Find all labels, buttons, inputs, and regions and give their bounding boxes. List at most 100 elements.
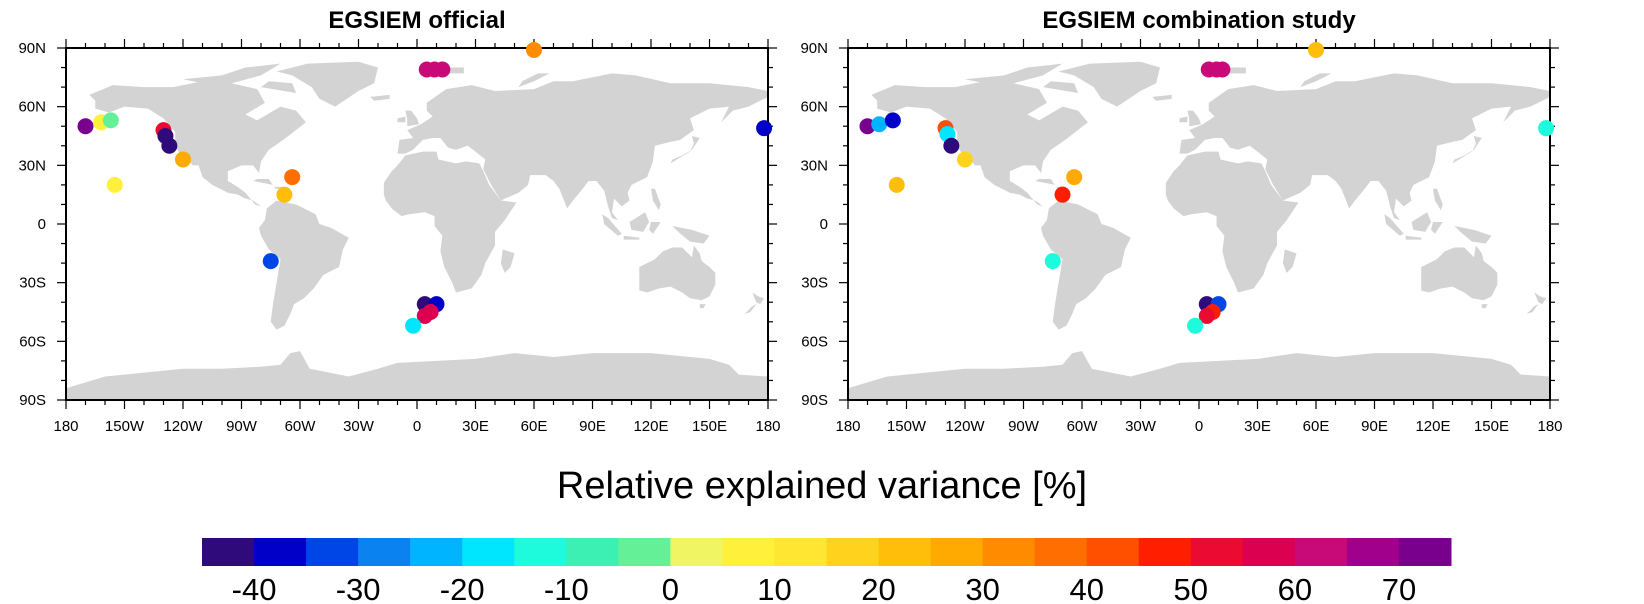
colorbar-swatches [202, 538, 1452, 566]
y-tick-label: 60N [18, 99, 46, 116]
x-tick-label: 60E [521, 418, 548, 435]
y-tick-label: 90S [19, 392, 46, 409]
x-tick-label: 90E [579, 418, 606, 435]
y-tick-label: 0 [38, 216, 46, 233]
colorbar-swatch [1190, 538, 1244, 566]
station-point [77, 118, 94, 135]
colorbar-swatch [1346, 538, 1400, 566]
station-point [957, 151, 973, 168]
y-tick-label: 90N [18, 40, 46, 57]
station-point [276, 186, 293, 203]
colorbar-swatch [306, 538, 359, 566]
map-panel-2: EGSIEM combination study 180 150W 120W 90W 60… [800, 7, 1562, 435]
station-point [1538, 120, 1555, 137]
x-tick-label: 90W [1008, 418, 1040, 435]
station-point [1066, 169, 1083, 186]
colorbar-label: 60 [1278, 572, 1312, 604]
station-point [1214, 61, 1231, 78]
y-tick-label: 30S [801, 275, 828, 292]
station-point [434, 61, 451, 78]
x-tick-label: 180 [53, 418, 78, 435]
colorbar-swatch [462, 538, 515, 566]
colorbar: Relative explained variance [%] -40 -30 -2… [202, 465, 1452, 604]
colorbar-swatch [930, 538, 984, 566]
station-point [1054, 186, 1071, 203]
y-tick-label: 60S [19, 333, 46, 350]
x-tick-label: 60W [1067, 418, 1099, 435]
landmass [848, 61, 1550, 400]
station-point [1187, 317, 1204, 334]
y-tick-label: 90N [800, 40, 828, 57]
colorbar-swatch [878, 538, 932, 566]
tick-marks [57, 39, 777, 409]
x-tick-label: 90W [226, 418, 258, 435]
x-tick-label: 0 [413, 418, 421, 435]
colorbar-swatch [254, 538, 307, 566]
data-points [77, 41, 773, 334]
colorbar-swatch [618, 538, 671, 566]
station-point [284, 169, 301, 186]
station-point [175, 151, 191, 168]
x-tick-label: 90E [1361, 418, 1388, 435]
station-point [884, 112, 901, 129]
x-tick-label: 120W [163, 418, 203, 435]
x-tick-label: 150E [692, 418, 727, 435]
colorbar-label: 20 [861, 572, 895, 604]
station-point [106, 176, 123, 193]
x-tick-label: 30E [1244, 418, 1271, 435]
colorbar-swatch [1138, 538, 1192, 566]
x-tick-label: 150W [105, 418, 145, 435]
y-tick-label: 60S [801, 333, 828, 350]
x-tick-label: 120W [945, 418, 985, 435]
colorbar-label: 10 [757, 572, 791, 604]
x-tick-label: 120E [633, 418, 668, 435]
y-tick-label: 60N [800, 99, 828, 116]
panel-title: EGSIEM official [328, 7, 505, 34]
panel-title: EGSIEM combination study [1042, 7, 1356, 34]
x-tick-label: 180 [755, 418, 780, 435]
colorbar-label: 0 [662, 572, 679, 604]
map-panels: EGSIEM official 180 150W 120W 90W 60W 30W 0 30E 6… [18, 7, 1562, 435]
y-tick-label: 0 [820, 216, 828, 233]
colorbar-swatch [1242, 538, 1296, 566]
station-point [1308, 41, 1324, 58]
colorbar-swatch [826, 538, 880, 566]
station-point [161, 137, 178, 154]
x-tick-label: 60E [1303, 418, 1330, 435]
colorbar-title: Relative explained variance [%] [557, 465, 1087, 507]
station-point [888, 176, 905, 193]
x-tick-label: 180 [1537, 418, 1562, 435]
data-points [859, 41, 1555, 334]
colorbar-swatch [202, 538, 255, 566]
colorbar-swatch [1294, 538, 1348, 566]
colorbar-swatch [982, 538, 1036, 566]
colorbar-swatch [1086, 538, 1140, 566]
landmass [66, 61, 768, 400]
x-tick-label: 30W [343, 418, 375, 435]
station-point [526, 41, 542, 58]
station-point [756, 120, 773, 137]
colorbar-swatch [410, 538, 463, 566]
colorbar-swatch [514, 538, 567, 566]
x-tick-label: 60W [285, 418, 317, 435]
colorbar-labels: -40 -30 -20 -10 0 10 20 30 40 50 60 70 [232, 572, 1417, 604]
x-tick-label: 180 [835, 418, 860, 435]
station-point [262, 253, 279, 270]
station-point [1044, 253, 1061, 270]
colorbar-label: 70 [1382, 572, 1416, 604]
colorbar-label: 40 [1069, 572, 1103, 604]
colorbar-label: 30 [965, 572, 999, 604]
x-tick-label: 120E [1415, 418, 1450, 435]
x-tick-label: 30W [1125, 418, 1157, 435]
x-tick-label: 150E [1474, 418, 1509, 435]
colorbar-label: 50 [1174, 572, 1208, 604]
colorbar-swatch [1034, 538, 1088, 566]
y-tick-label: 30S [19, 275, 46, 292]
colorbar-label: -40 [232, 572, 277, 604]
station-point [416, 307, 433, 324]
station-point [1198, 307, 1215, 324]
station-point [871, 116, 888, 133]
station-point [943, 137, 960, 154]
